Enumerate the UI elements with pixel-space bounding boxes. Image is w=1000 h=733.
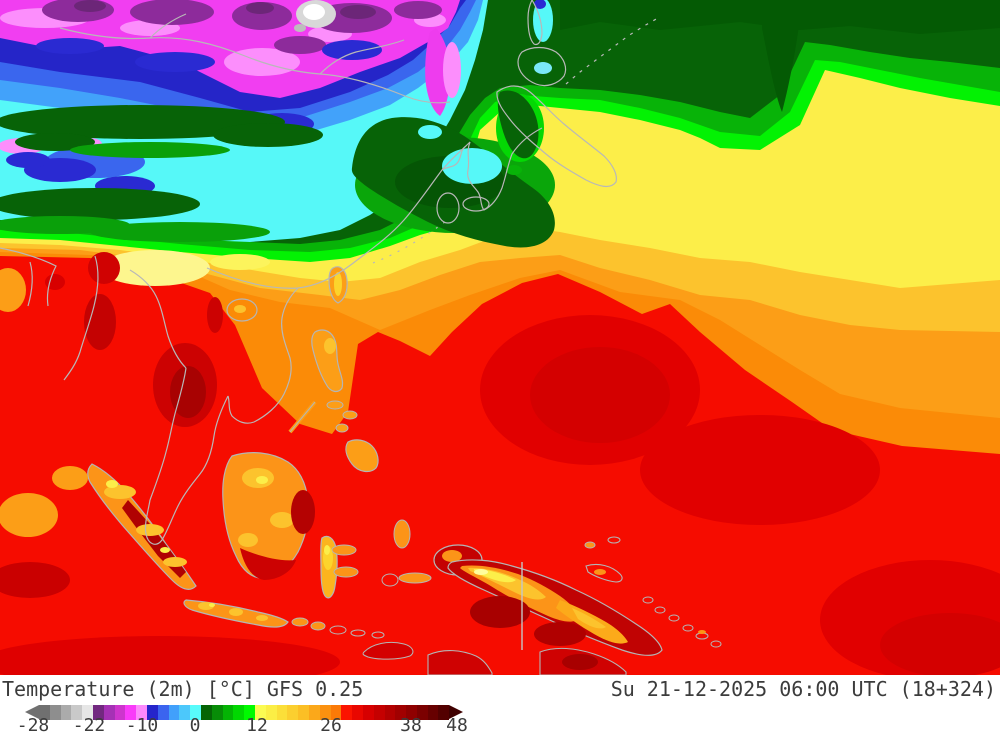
- colorbar-labels: -28 -22 -10 0 12 26 38 48: [0, 715, 1000, 733]
- colorbar-segment: [211, 705, 223, 720]
- colorbar-right-arrow: [449, 705, 463, 719]
- colorbar-segment: [406, 705, 417, 720]
- colorbar-segment: [114, 705, 126, 720]
- colorbar-segment: [308, 705, 320, 720]
- colorbar-tick-label: 26: [320, 715, 342, 733]
- colorbar-segment: [341, 705, 353, 720]
- colorbar-segment: [71, 705, 83, 720]
- colorbar-segment: [395, 705, 407, 720]
- coastlines: [0, 0, 659, 545]
- colorbar-segment: [82, 705, 93, 720]
- colorbar-segment: [287, 705, 299, 720]
- colorbar-tick-label: -22: [72, 715, 106, 733]
- colorbar-segment: [362, 705, 374, 720]
- colorbar-segment: [233, 705, 245, 720]
- colorbar-tick-label: 0: [189, 715, 201, 733]
- colorbar-tick-label: -28: [16, 715, 50, 733]
- colorbar-segment: [136, 705, 147, 720]
- colorbar-tick-label: -10: [125, 715, 159, 733]
- legend-footer: Temperature (2m) [°C] GFS 0.25 Su 21-12-…: [0, 675, 1000, 733]
- colorbar-segments: [39, 705, 450, 720]
- colorbar-segment: [222, 705, 234, 720]
- colorbar-segment: [168, 705, 180, 720]
- colorbar-segment: [265, 705, 277, 720]
- colorbar-tick-label: 12: [246, 715, 268, 733]
- colorbar-segment: [39, 705, 50, 720]
- colorbar-segment: [427, 705, 439, 720]
- colorbar-segment: [298, 705, 309, 720]
- temperature-field-svg: [0, 0, 1000, 675]
- product-title: Temperature (2m) [°C] GFS 0.25: [2, 677, 364, 701]
- colorbar-segment: [146, 705, 158, 720]
- colorbar-segment: [190, 705, 201, 720]
- colorbar-segment: [60, 705, 72, 720]
- colorbar-segment: [319, 705, 331, 720]
- colorbar-segment: [416, 705, 428, 720]
- colorbar-segment: [92, 705, 104, 720]
- colorbar-segment: [125, 705, 137, 720]
- colorbar-segment: [384, 705, 396, 720]
- valid-time-label: Su 21-12-2025 06:00 UTC (18+324): [610, 677, 996, 701]
- colorbar: [25, 705, 463, 720]
- colorbar-segment: [438, 705, 450, 720]
- colorbar-segment: [49, 705, 61, 720]
- colorbar-segment: [244, 705, 255, 720]
- colorbar-segment: [373, 705, 385, 720]
- colorbar-left-arrow: [25, 705, 39, 719]
- colorbar-segment: [276, 705, 288, 720]
- colorbar-segment: [330, 705, 342, 720]
- colorbar-segment: [103, 705, 115, 720]
- temperature-field: [0, 0, 1000, 675]
- colorbar-segment: [254, 705, 266, 720]
- temperature-map: [0, 0, 1000, 675]
- colorbar-segment: [179, 705, 191, 720]
- colorbar-segment: [200, 705, 212, 720]
- colorbar-tick-label: 48: [446, 715, 468, 733]
- colorbar-segment: [157, 705, 169, 720]
- colorbar-tick-label: 38: [400, 715, 422, 733]
- colorbar-segment: [352, 705, 363, 720]
